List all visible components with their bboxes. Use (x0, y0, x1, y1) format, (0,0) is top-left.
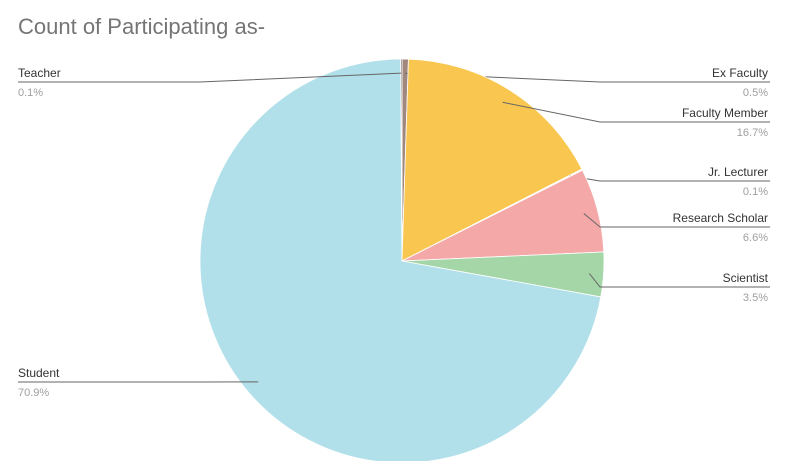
chart-title: Count of Participating as- (18, 14, 266, 39)
pie-slice-faculty-member (401, 58, 583, 262)
slice-percent-scientist: 3.5% (743, 292, 768, 304)
leader-line-research-scholar (583, 213, 770, 228)
leader-line-scientist (589, 273, 770, 288)
slice-label-scientist: Scientist (723, 271, 769, 285)
slice-label-student: Student (18, 366, 60, 380)
slice-percent-student: 70.9% (18, 387, 49, 399)
slice-percent-faculty-member: 16.7% (737, 127, 768, 139)
slice-label-ex-faculty: Ex Faculty (712, 66, 768, 80)
slice-percent-ex-faculty: 0.5% (743, 87, 768, 99)
slice-percent-teacher: 0.1% (18, 87, 43, 99)
leader-line-faculty-member (502, 101, 770, 123)
leader-line-teacher (18, 72, 402, 83)
pie-slice-student (199, 58, 602, 461)
slice-label-faculty-member: Faculty Member (682, 106, 768, 120)
pie-slice-teacher (400, 58, 403, 262)
slice-label-teacher: Teacher (18, 66, 61, 80)
slice-label-jr-lecturer: Jr. Lecturer (708, 165, 768, 179)
slice-percent-research-scholar: 6.6% (743, 232, 768, 244)
slice-label-research-scholar: Research Scholar (673, 211, 768, 225)
slice-percent-jr-lecturer: 0.1% (743, 186, 768, 198)
